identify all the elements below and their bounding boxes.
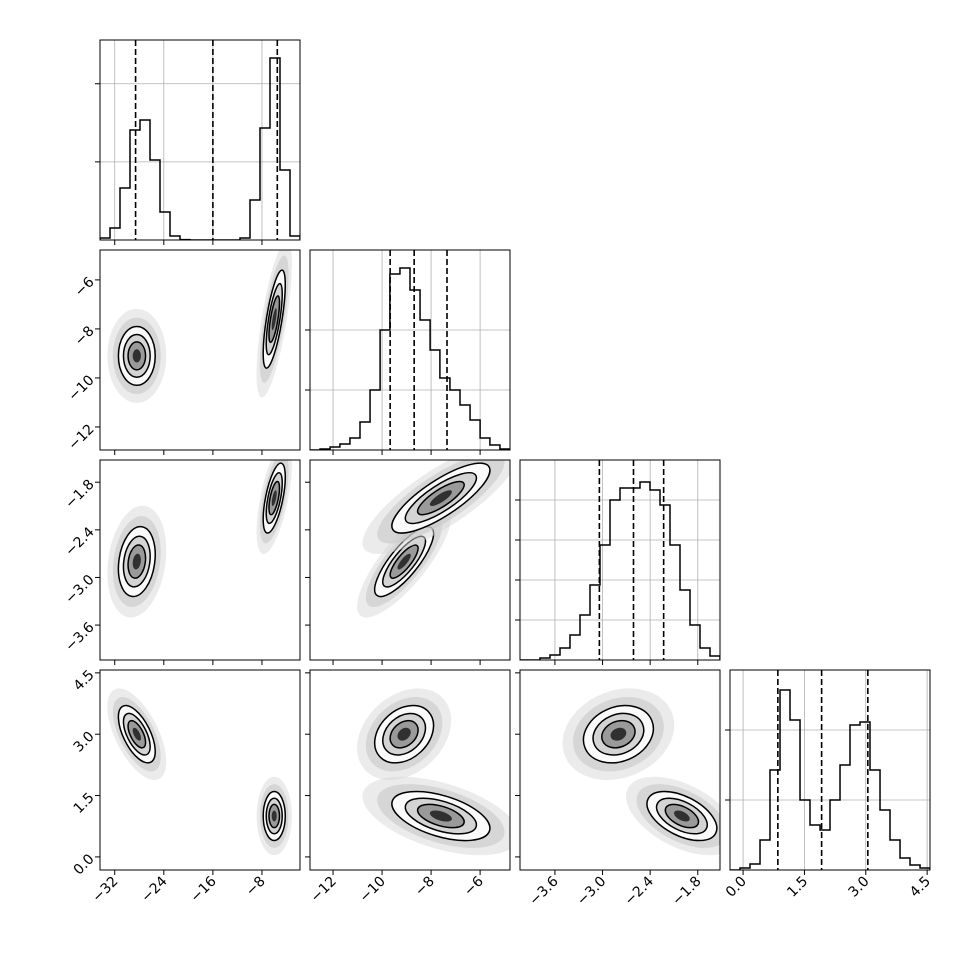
density-contour (132, 727, 141, 741)
panel-frame (519, 669, 721, 871)
y-tick-label: −2.4 (62, 524, 97, 559)
histogram (520, 481, 720, 660)
x-tick-label: −3.0 (574, 874, 609, 909)
panel-frame (519, 459, 721, 661)
panel-frame (99, 249, 301, 451)
panel-frame (309, 669, 511, 871)
density-contour (397, 727, 411, 741)
y-tick-label: −10 (65, 372, 97, 404)
x-tick-label: −2.4 (622, 873, 657, 908)
x-tick-label: −3.6 (526, 873, 561, 908)
y-tick-label: −3.6 (62, 619, 97, 654)
panel (100, 40, 300, 240)
histogram (730, 689, 930, 870)
panel (357, 688, 510, 856)
density-contour (271, 810, 277, 822)
y-tick-label: 3.0 (71, 729, 98, 756)
y-tick-label: 4.5 (71, 667, 98, 694)
x-tick-label: −32 (89, 874, 121, 906)
x-tick-label: 0.0 (723, 874, 750, 901)
histogram (100, 57, 300, 240)
y-tick-label: −8 (72, 323, 98, 349)
density-contour (132, 553, 141, 570)
y-tick-label: −1.8 (62, 477, 97, 512)
density-contour (397, 553, 411, 570)
x-tick-label: 4.5 (907, 874, 934, 901)
x-tick-label: −16 (188, 873, 220, 905)
panel (357, 460, 510, 618)
y-tick-label: 1.5 (71, 790, 98, 817)
density-contour (271, 308, 277, 331)
x-tick-label: 3.0 (846, 874, 873, 901)
density-contour (610, 727, 627, 741)
panel-frame (99, 39, 301, 241)
panel-frame (729, 669, 931, 871)
panel (730, 670, 930, 870)
histogram (310, 267, 510, 450)
x-tick-label: −12 (308, 874, 340, 906)
panel (107, 460, 292, 618)
y-tick-label: −3.0 (62, 572, 97, 607)
density-contour (271, 490, 277, 506)
x-tick-label: −24 (138, 873, 170, 905)
panel (520, 460, 720, 660)
x-tick-label: 1.5 (784, 874, 811, 901)
x-tick-label: −8 (412, 874, 438, 900)
panel-frame (309, 249, 511, 451)
panel-frame (99, 459, 301, 661)
panel (107, 250, 292, 403)
panel (562, 688, 720, 856)
y-tick-label: −6 (72, 274, 98, 300)
x-tick-label: −6 (461, 873, 487, 899)
panel (107, 688, 292, 856)
density-contour (132, 349, 141, 363)
y-tick-label: 0.0 (71, 851, 98, 878)
x-tick-label: −1.8 (669, 874, 704, 909)
x-tick-label: −10 (357, 874, 389, 906)
panel-frame (309, 459, 511, 661)
panel-frame (99, 669, 301, 871)
panel (310, 250, 510, 450)
x-tick-label: −8 (243, 874, 269, 900)
y-tick-label: −12 (65, 421, 97, 453)
density-contour (429, 490, 452, 506)
